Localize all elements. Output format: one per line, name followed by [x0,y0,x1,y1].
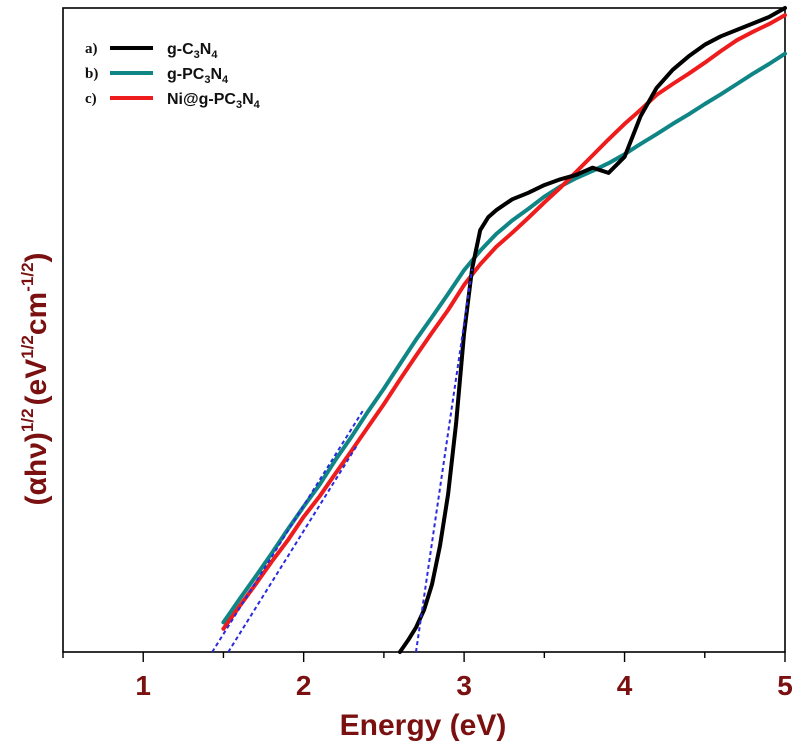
series-line-g-pc3n4 [221,51,787,625]
y-axis-title-unit-sup1: 1/2 [18,335,37,359]
legend-letter: b) [85,66,98,82]
legend-label: g-PC3N4 [167,66,229,86]
legend-label-text: N [242,91,254,108]
y-axis-title-unit-close: ) [20,252,53,262]
legend-letter: c) [85,91,97,107]
legend-label-subscript: 4 [222,74,229,86]
x-axis-title: Energy (eV) [340,709,507,742]
x-tick-label: 1 [135,670,151,701]
x-tick-label: 4 [617,670,633,701]
x-tick-label: 3 [456,670,472,701]
legend-label-subscript: 3 [204,74,210,86]
y-axis-title-prefix-sup: 1/2 [18,408,37,432]
legend-label-subscript: 4 [211,49,218,61]
x-tick-label: 2 [296,670,312,701]
y-axis-title-unit-open: (eV [20,359,53,406]
legend-label-subscript: 3 [194,49,200,61]
legend-label-subscript: 3 [236,99,242,111]
y-axis-title-unit-sup2: -1/2 [18,262,37,291]
tangent-line-2 [227,445,358,653]
legend-label-text: N [210,66,222,83]
series-line-g-c3n4 [397,6,787,654]
y-axis-title-prefix: (αhν) [20,432,53,505]
y-axis-title-unit-mid: cm [20,292,53,335]
x-tick-label: 5 [777,670,793,701]
legend-label: Ni@g-PC3N4 [167,91,261,111]
tangent-line-3 [414,268,474,653]
y-axis-title: (αhν)1/2(eV1/2cm-1/2) [18,252,53,505]
legend-letter: a) [85,41,98,57]
tangent-line-1 [211,409,364,653]
legend-label-text: N [200,41,212,58]
legend-label-subscript: 4 [254,99,261,111]
legend-label-text: Ni@g-PC [167,91,236,108]
legend-label-text: g-C [167,41,194,58]
legend-label: g-C3N4 [167,41,218,61]
series-line-ni-g-pc3n4 [221,13,787,631]
plot-frame [62,7,786,653]
legend-label-text: g-PC [167,66,205,83]
